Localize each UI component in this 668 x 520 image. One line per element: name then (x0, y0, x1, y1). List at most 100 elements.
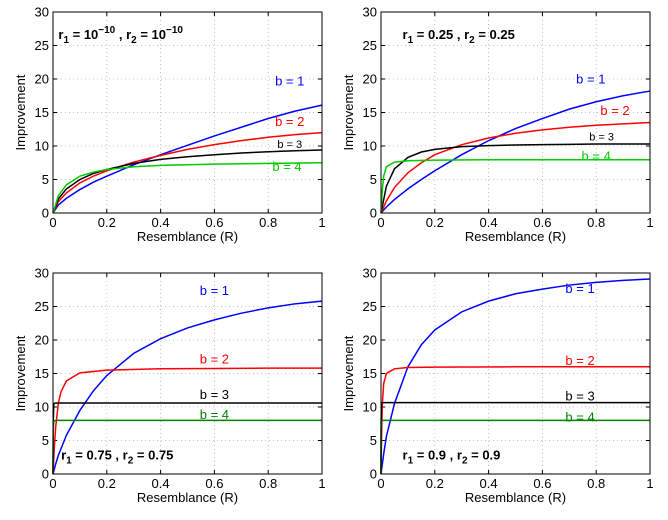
series-label-b1: b = 1 (576, 72, 605, 87)
y-tick-label: 15 (35, 366, 49, 381)
x-tick-label: 0.4 (152, 476, 170, 491)
x-tick-label: 1 (646, 476, 653, 491)
y-tick-label: 15 (363, 366, 377, 381)
y-tick-label: 30 (35, 266, 49, 281)
series-line-b4 (380, 158, 650, 214)
x-tick-label: 0.6 (533, 215, 551, 230)
x-tick-label: 0.2 (98, 215, 116, 230)
plot-frame (380, 11, 651, 214)
x-tick-label: 1 (318, 476, 325, 491)
series-label-b3: b = 3 (589, 132, 614, 144)
y-tick-label: 10 (35, 139, 49, 154)
series-label-b4: b = 4 (582, 149, 611, 164)
series-line-b2 (380, 121, 651, 214)
series-line-b1 (380, 278, 651, 475)
parameter-annotation: r1 = 0.75 , r2 = 0.75 (61, 447, 173, 466)
x-tick-label: 0.4 (480, 215, 498, 230)
x-tick-label: 0.8 (587, 476, 605, 491)
y-tick-label: 5 (42, 433, 49, 448)
series-line-b2 (52, 367, 322, 475)
series-label-b3: b = 3 (565, 388, 594, 403)
y-tick-label: 5 (42, 172, 49, 187)
x-tick-label: 0.4 (152, 215, 170, 230)
x-tick-label: 0 (377, 476, 384, 491)
series-line-b2 (52, 131, 323, 214)
x-tick-label: 0.6 (533, 476, 551, 491)
parameter-annotation: r1 = 10−10 , r2 = 10−10 (58, 25, 183, 46)
y-tick-label: 0 (370, 467, 377, 482)
x-axis-label: Resemblance (R) (137, 229, 238, 244)
series-line-b1 (52, 104, 323, 214)
x-tick-label: 0.2 (426, 215, 444, 230)
y-tick-label: 0 (42, 467, 49, 482)
series-label-b2: b = 2 (275, 114, 304, 129)
series-label-b1: b = 1 (200, 283, 229, 298)
y-tick-label: 30 (363, 266, 377, 281)
y-tick-label: 15 (35, 105, 49, 120)
y-tick-label: 20 (363, 72, 377, 87)
x-axis-label: Resemblance (R) (137, 490, 238, 505)
series-label-b2: b = 2 (600, 103, 629, 118)
y-tick-label: 10 (35, 400, 49, 415)
x-tick-label: 0 (49, 476, 56, 491)
y-tick-label: 20 (363, 333, 377, 348)
series-label-b2: b = 2 (565, 353, 594, 368)
parameter-annotation: r1 = 0.25 , r2 = 0.25 (403, 27, 515, 46)
x-tick-label: 1 (318, 215, 325, 230)
y-tick-label: 30 (35, 5, 49, 20)
series-label-b2: b = 2 (200, 351, 229, 366)
x-tick-label: 0.8 (259, 476, 277, 491)
x-tick-label: 0 (49, 215, 56, 230)
y-tick-label: 25 (35, 299, 49, 314)
series-label-b4: b = 4 (272, 159, 301, 174)
y-tick-label: 15 (363, 105, 377, 120)
series-line-b1 (52, 300, 323, 475)
x-axis-label: Resemblance (R) (465, 229, 566, 244)
y-tick-label: 0 (370, 206, 377, 221)
series-line-b3 (380, 143, 650, 214)
plot-frame (52, 272, 323, 475)
y-tick-label: 30 (363, 5, 377, 20)
x-tick-label: 0.4 (480, 476, 498, 491)
y-tick-label: 10 (363, 400, 377, 415)
y-tick-label: 20 (35, 72, 49, 87)
x-tick-label: 0.8 (259, 215, 277, 230)
x-tick-label: 0.8 (587, 215, 605, 230)
x-tick-label: 0.6 (205, 476, 223, 491)
series-label-b1: b = 1 (565, 281, 594, 296)
x-tick-label: 0.2 (98, 476, 116, 491)
series-line-b1 (380, 90, 651, 214)
series-line-b3 (52, 149, 323, 214)
parameter-annotation: r1 = 0.9 , r2 = 0.9 (403, 447, 501, 466)
x-tick-label: 0 (377, 215, 384, 230)
series-label-b3: b = 3 (277, 139, 302, 151)
y-tick-label: 5 (370, 433, 377, 448)
y-tick-label: 5 (370, 172, 377, 187)
series-line-b4 (52, 162, 323, 214)
series-label-b4: b = 4 (200, 407, 229, 422)
y-axis-label: Improvement (341, 335, 356, 411)
x-tick-label: 0.6 (205, 215, 223, 230)
x-axis-label: Resemblance (R) (465, 490, 566, 505)
plot-frame (380, 272, 651, 475)
y-tick-label: 20 (35, 333, 49, 348)
y-tick-label: 25 (35, 38, 49, 53)
plot-frame (52, 11, 323, 214)
y-axis-label: Improvement (13, 74, 28, 150)
x-tick-label: 0.2 (426, 476, 444, 491)
y-tick-label: 25 (363, 38, 377, 53)
y-tick-label: 0 (42, 206, 49, 221)
y-axis-label: Improvement (341, 74, 356, 150)
y-tick-label: 10 (363, 139, 377, 154)
series-label-b4: b = 4 (565, 410, 594, 425)
y-tick-label: 25 (363, 299, 377, 314)
series-label-b1: b = 1 (275, 74, 304, 89)
x-tick-label: 1 (646, 215, 653, 230)
y-axis-label: Improvement (13, 335, 28, 411)
